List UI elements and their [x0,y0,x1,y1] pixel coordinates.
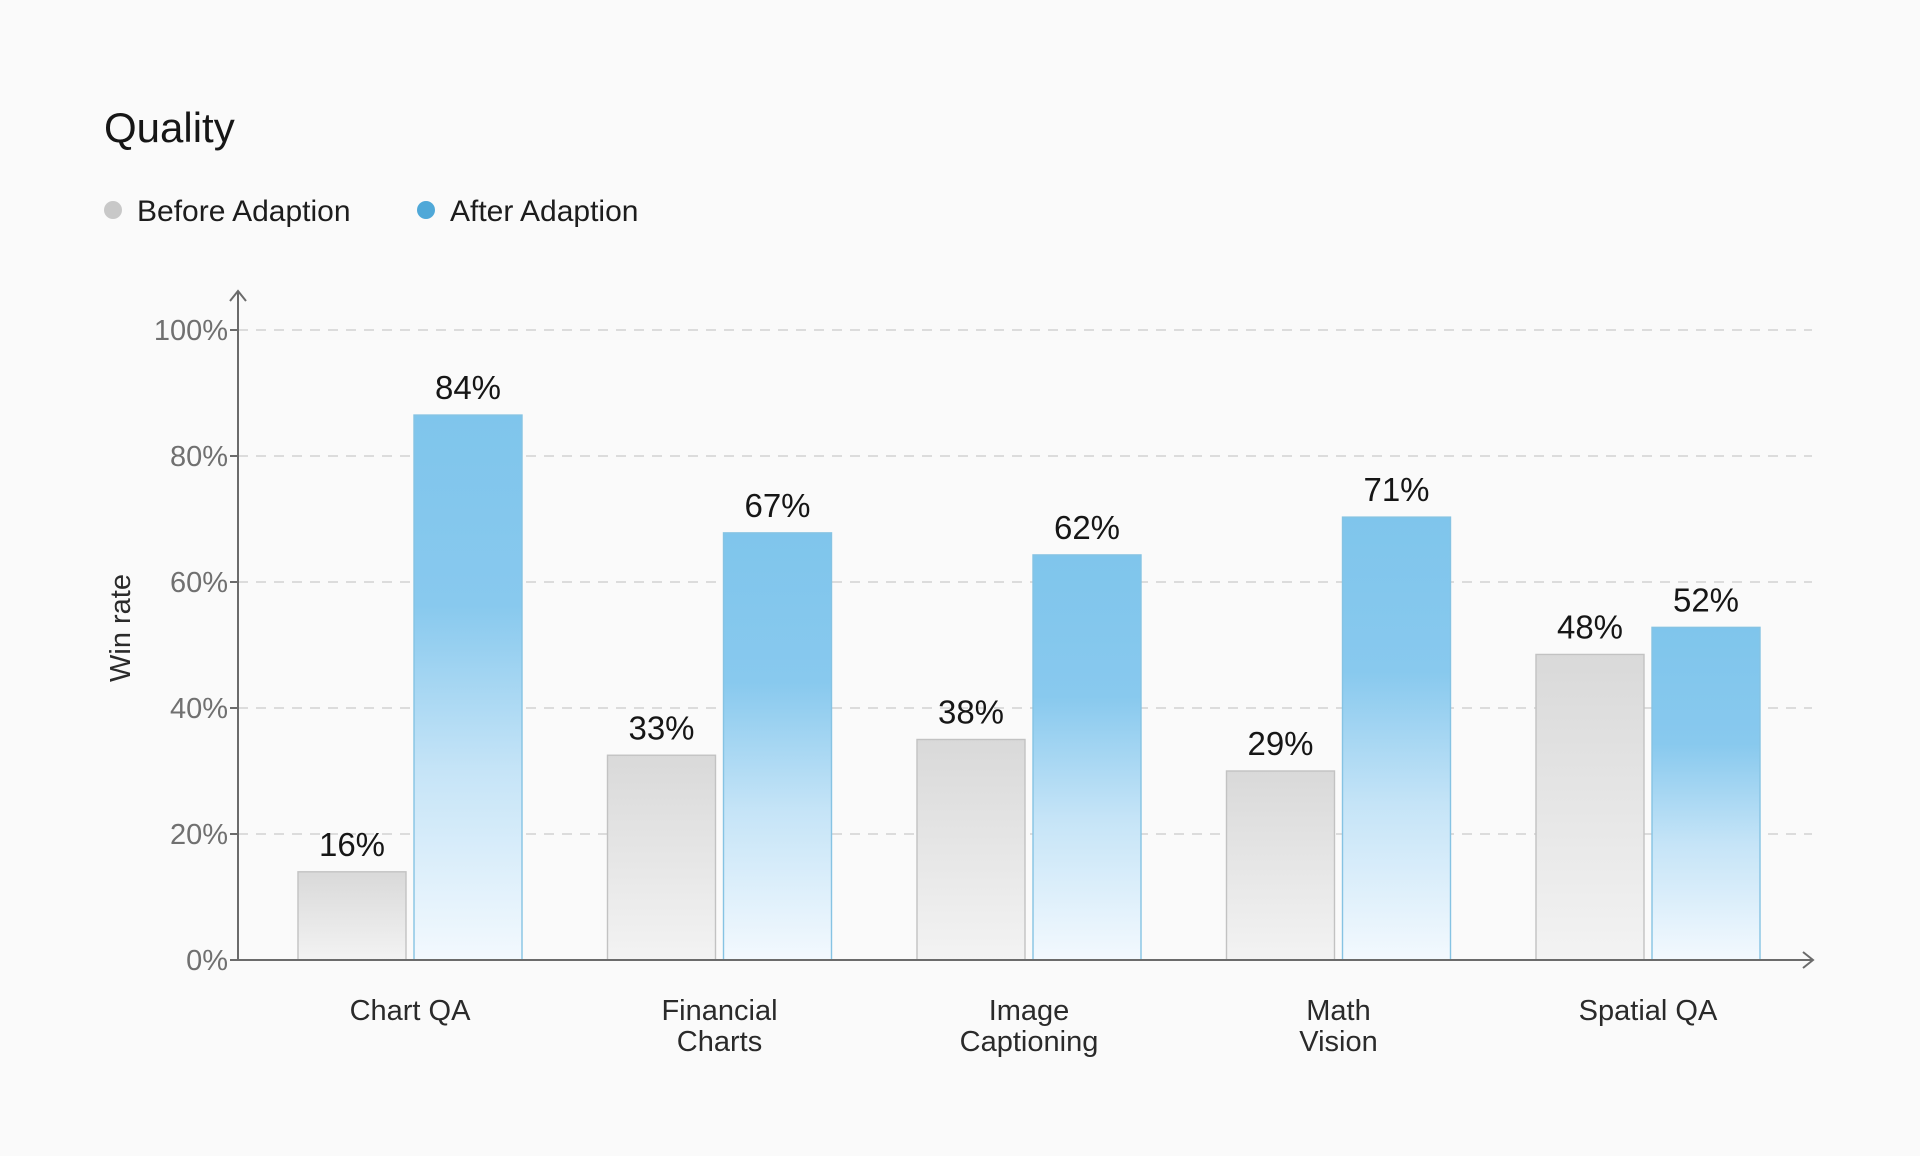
bar-before-2 [916,738,1026,961]
y-axis-ticks: 0% 20% 40% 60% 80% 100% [154,315,238,977]
axes [229,289,1815,969]
legend-label-1: After Adaption [450,195,638,228]
x-axis-arrow-icon [1802,951,1815,969]
value-label-after-4: 52% [1673,581,1739,618]
category-label-3-line-0: Math [1306,995,1370,1027]
category-label-0-line-0: Chart QA [350,995,472,1027]
y-tick-label-40: 40% [170,693,228,725]
value-label-before-1: 33% [628,709,694,746]
value-label-after-3: 71% [1363,471,1429,508]
value-label-after-1: 67% [744,487,810,524]
y-tick-label-0: 0% [186,945,228,977]
bars [297,414,1761,961]
chart-title: Quality [104,104,235,151]
bar-before-3 [1225,770,1336,961]
value-label-before-2: 38% [938,694,1004,731]
category-label-4-line-0: Spatial QA [1579,995,1718,1027]
category-label-2-line-0: Image [989,995,1070,1027]
category-label-1-line-1: Charts [677,1026,762,1058]
bar-before-4 [1535,653,1645,961]
bar-before-1 [606,754,717,961]
value-labels: 16% 84% 33% 67% 38% 62% 29% 71% 48% 52% [319,369,1739,863]
value-label-before-4: 48% [1557,608,1623,645]
value-label-before-3: 29% [1247,725,1313,762]
value-label-after-0: 84% [435,369,501,406]
y-tick-label-60: 60% [170,567,228,599]
bar-after-4 [1651,626,1761,961]
bar-after-3 [1341,516,1452,961]
y-tick-label-100: 100% [154,315,228,347]
value-label-before-0: 16% [319,826,385,863]
y-tick-label-80: 80% [170,441,228,473]
y-axis-title: Win rate [105,574,137,682]
y-axis-arrow-icon [229,289,247,302]
legend: Before Adaption After Adaption [104,195,638,228]
category-label-3-line-1: Vision [1299,1026,1377,1058]
legend-label-0: Before Adaption [137,195,351,228]
bar-after-1 [722,532,833,961]
category-label-2-line-1: Captioning [960,1026,1099,1058]
category-label-1-line-0: Financial [661,995,777,1027]
legend-marker-0 [104,201,122,219]
bar-before-0 [297,871,407,961]
value-label-after-2: 62% [1054,509,1120,546]
legend-marker-1 [417,201,435,219]
bar-after-0 [413,414,523,961]
bar-after-2 [1032,554,1142,961]
y-tick-label-20: 20% [170,819,228,851]
